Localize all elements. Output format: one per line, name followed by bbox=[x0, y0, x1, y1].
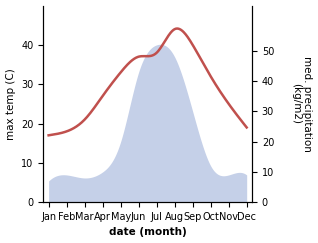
Y-axis label: max temp (C): max temp (C) bbox=[5, 68, 16, 140]
Y-axis label: med. precipitation
(kg/m2): med. precipitation (kg/m2) bbox=[291, 56, 313, 152]
X-axis label: date (month): date (month) bbox=[109, 227, 187, 237]
